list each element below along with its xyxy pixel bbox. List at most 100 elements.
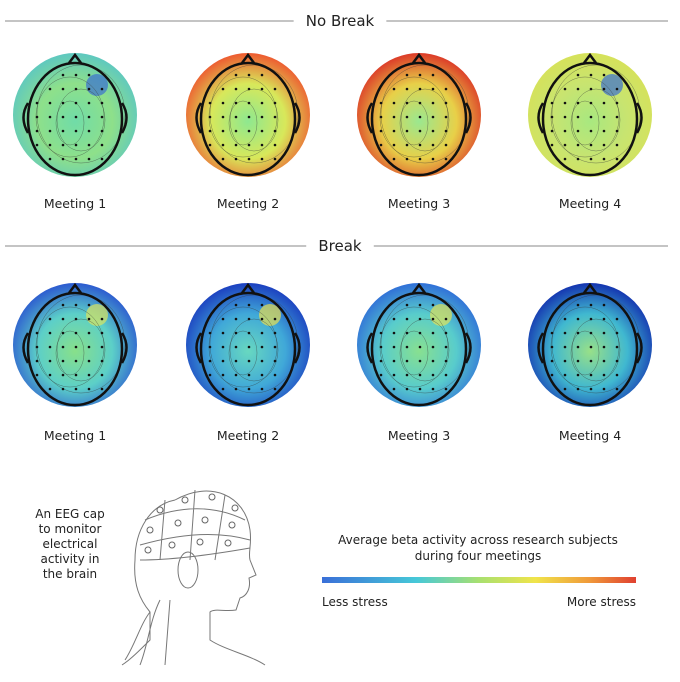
electrode: [273, 143, 277, 147]
electrode: [48, 345, 52, 349]
electrode: [576, 387, 580, 391]
head-outline: [412, 52, 426, 64]
electrode: [563, 331, 567, 335]
ear: [195, 102, 301, 134]
electrode: [100, 373, 104, 377]
contour: [400, 88, 450, 152]
ear: [366, 102, 472, 134]
electrode: [576, 317, 580, 321]
electrode: [602, 331, 606, 335]
electrode: [379, 143, 383, 147]
electrode: [563, 101, 567, 105]
electrode: [74, 87, 78, 91]
contour: [570, 330, 600, 376]
caption-line: electrical: [43, 537, 98, 551]
electrode: [602, 129, 606, 133]
electrode: [444, 387, 448, 391]
electrode: [260, 115, 264, 119]
electrode: [418, 303, 422, 307]
electrode: [602, 303, 606, 307]
electrode: [260, 331, 264, 335]
electrode: [602, 359, 606, 363]
electrode: [576, 345, 580, 349]
legend-low-label: Less stress: [322, 595, 388, 609]
eeg-illustration: [121, 489, 266, 666]
electrode: [61, 303, 65, 307]
electrode: [431, 101, 435, 105]
electrode: [74, 345, 78, 349]
electrode: [208, 101, 212, 105]
electrode: [74, 303, 78, 307]
electrode: [602, 115, 606, 119]
electrode: [615, 331, 619, 335]
electrode: [563, 317, 567, 321]
electrode: [208, 373, 212, 377]
head-outline: [241, 52, 255, 64]
electrode: [221, 87, 225, 91]
electrode: [431, 73, 435, 77]
electrode: [431, 143, 435, 147]
electrode: [615, 359, 619, 363]
electrode: [87, 87, 91, 91]
electrode: [221, 345, 225, 349]
electrode: [563, 115, 567, 119]
electrode: [247, 115, 251, 119]
electrode: [615, 87, 619, 91]
electrode: [392, 101, 396, 105]
electrode: [405, 359, 409, 363]
electrode: [100, 157, 104, 161]
electrode: [405, 373, 409, 377]
electrode: [615, 157, 619, 161]
electrode: [234, 115, 238, 119]
map-disc: [357, 53, 481, 177]
color-scale: [322, 577, 636, 583]
electrode: [418, 157, 422, 161]
electrode: [444, 373, 448, 377]
topography-map: [357, 282, 481, 407]
electrode: [392, 387, 396, 391]
electrode: [61, 317, 65, 321]
electrode: [589, 157, 593, 161]
electrode: [208, 331, 212, 335]
electrode: [392, 359, 396, 363]
caption-line: the brain: [43, 567, 97, 581]
electrode: [589, 387, 593, 391]
electrode: [444, 143, 448, 147]
electrode: [100, 331, 104, 335]
topography-maps: [13, 52, 652, 407]
electrode: [444, 359, 448, 363]
electrode: [589, 115, 593, 119]
electrode: [100, 359, 104, 363]
electrode: [221, 115, 225, 119]
electrode: [247, 317, 251, 321]
caption-line: activity in: [41, 552, 100, 566]
electrode: [576, 359, 580, 363]
electrode: [589, 73, 593, 77]
electrode: [35, 115, 39, 119]
map-label: Meeting 4: [559, 196, 621, 211]
electrode: [100, 115, 104, 119]
electrode: [418, 115, 422, 119]
electrode: [602, 373, 606, 377]
contour: [399, 100, 429, 146]
ear: [22, 332, 128, 364]
head-outline: [370, 61, 468, 177]
electrode: [431, 115, 435, 119]
contour: [399, 330, 429, 376]
electrode: [74, 115, 78, 119]
map-label: Meeting 1: [44, 196, 106, 211]
electrode: [602, 87, 606, 91]
ear: [537, 332, 643, 364]
electrode: [247, 143, 251, 147]
electrode: [87, 157, 91, 161]
electrode: [379, 345, 383, 349]
electrode: [234, 87, 238, 91]
electrode: [379, 331, 383, 335]
contour: [228, 330, 258, 376]
electrode: [589, 345, 593, 349]
section-heading: No Break: [306, 12, 375, 30]
electrode: [602, 143, 606, 147]
electrode: [615, 373, 619, 377]
electrode: [405, 87, 409, 91]
